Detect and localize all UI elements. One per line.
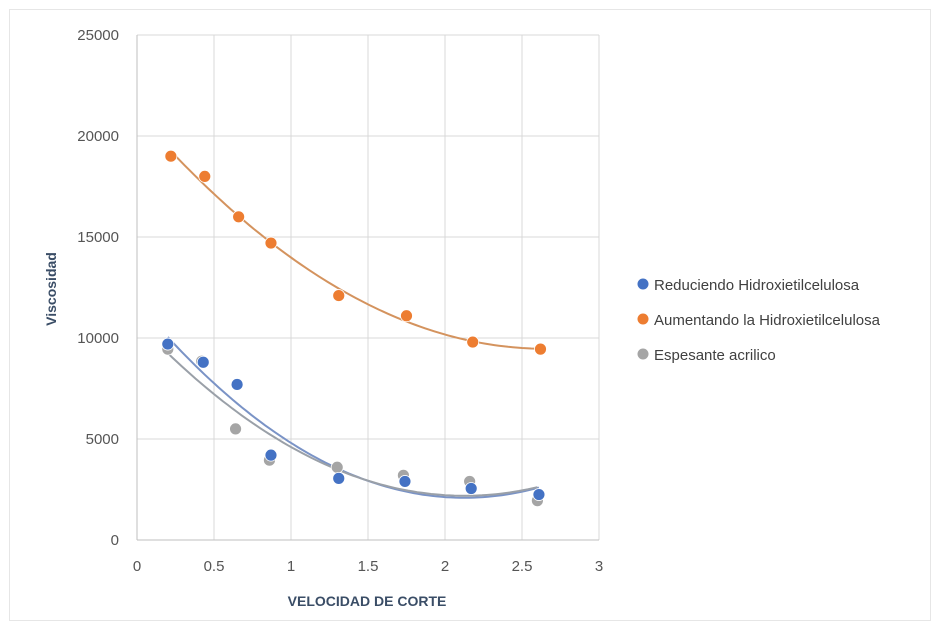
data-point-series-3 (330, 460, 344, 474)
x-tick-label: 1.5 (358, 558, 379, 575)
data-point-series-3 (229, 422, 242, 436)
data-point-series-1 (464, 482, 478, 495)
data-point-series-1 (161, 337, 175, 351)
y-tick-label: 0 (111, 532, 119, 549)
data-point-series-1 (230, 378, 244, 391)
x-tick-label: 2 (441, 558, 449, 575)
grid (137, 34, 600, 540)
y-tick-label: 15000 (77, 229, 119, 246)
y-tick-label: 10000 (77, 330, 119, 347)
data-point-series-2 (164, 149, 178, 163)
legend-marker-2 (637, 313, 649, 325)
data-point-series-2 (264, 236, 278, 250)
x-tick-label: 0 (133, 558, 141, 575)
trendlines (167, 150, 541, 499)
x-tick-label: 0.5 (204, 558, 225, 575)
x-tick-label: 1 (287, 558, 295, 575)
data-point-series-1 (532, 488, 546, 501)
data-point-series-2 (466, 335, 480, 349)
legend-marker-3 (637, 348, 649, 360)
trendline-2 (170, 150, 541, 350)
data-point-series-1 (398, 475, 412, 488)
y-axis-title: Viscosidad (43, 252, 59, 326)
legend: Reduciendo Hidroxietilcelulosa Aumentando… (637, 277, 881, 364)
y-tick-label: 25000 (77, 27, 119, 44)
chart-frame (9, 9, 931, 621)
x-tick-label: 2.5 (512, 558, 533, 575)
x-axis-title: VELOCIDAD DE CORTE (288, 593, 447, 609)
axes: 0 0.5 1 1.5 2 2.5 3 0 5000 10000 15000 20000 25000 (77, 27, 603, 575)
data-point-series-2 (232, 210, 246, 224)
data-point-series-1 (196, 355, 210, 369)
y-tick-label: 20000 (77, 128, 119, 145)
data-point-series-2 (400, 309, 413, 323)
legend-label-2: Aumentando la Hidroxietilcelulosa (654, 312, 881, 329)
trendline-1 (167, 336, 540, 499)
data-point-series-1 (264, 448, 278, 462)
legend-label-3: Espesante acrilico (654, 347, 776, 364)
x-tick-label: 3 (595, 558, 603, 575)
data-point-series-2 (198, 169, 212, 183)
data-point-series-2 (332, 289, 346, 302)
data-point-series-1 (332, 471, 346, 485)
data-points (161, 149, 547, 508)
data-point-series-2 (534, 342, 547, 356)
legend-label-1: Reduciendo Hidroxietilcelulosa (654, 277, 860, 294)
trendline-3 (167, 352, 538, 497)
legend-marker-1 (637, 278, 649, 290)
y-tick-label: 5000 (86, 431, 119, 448)
